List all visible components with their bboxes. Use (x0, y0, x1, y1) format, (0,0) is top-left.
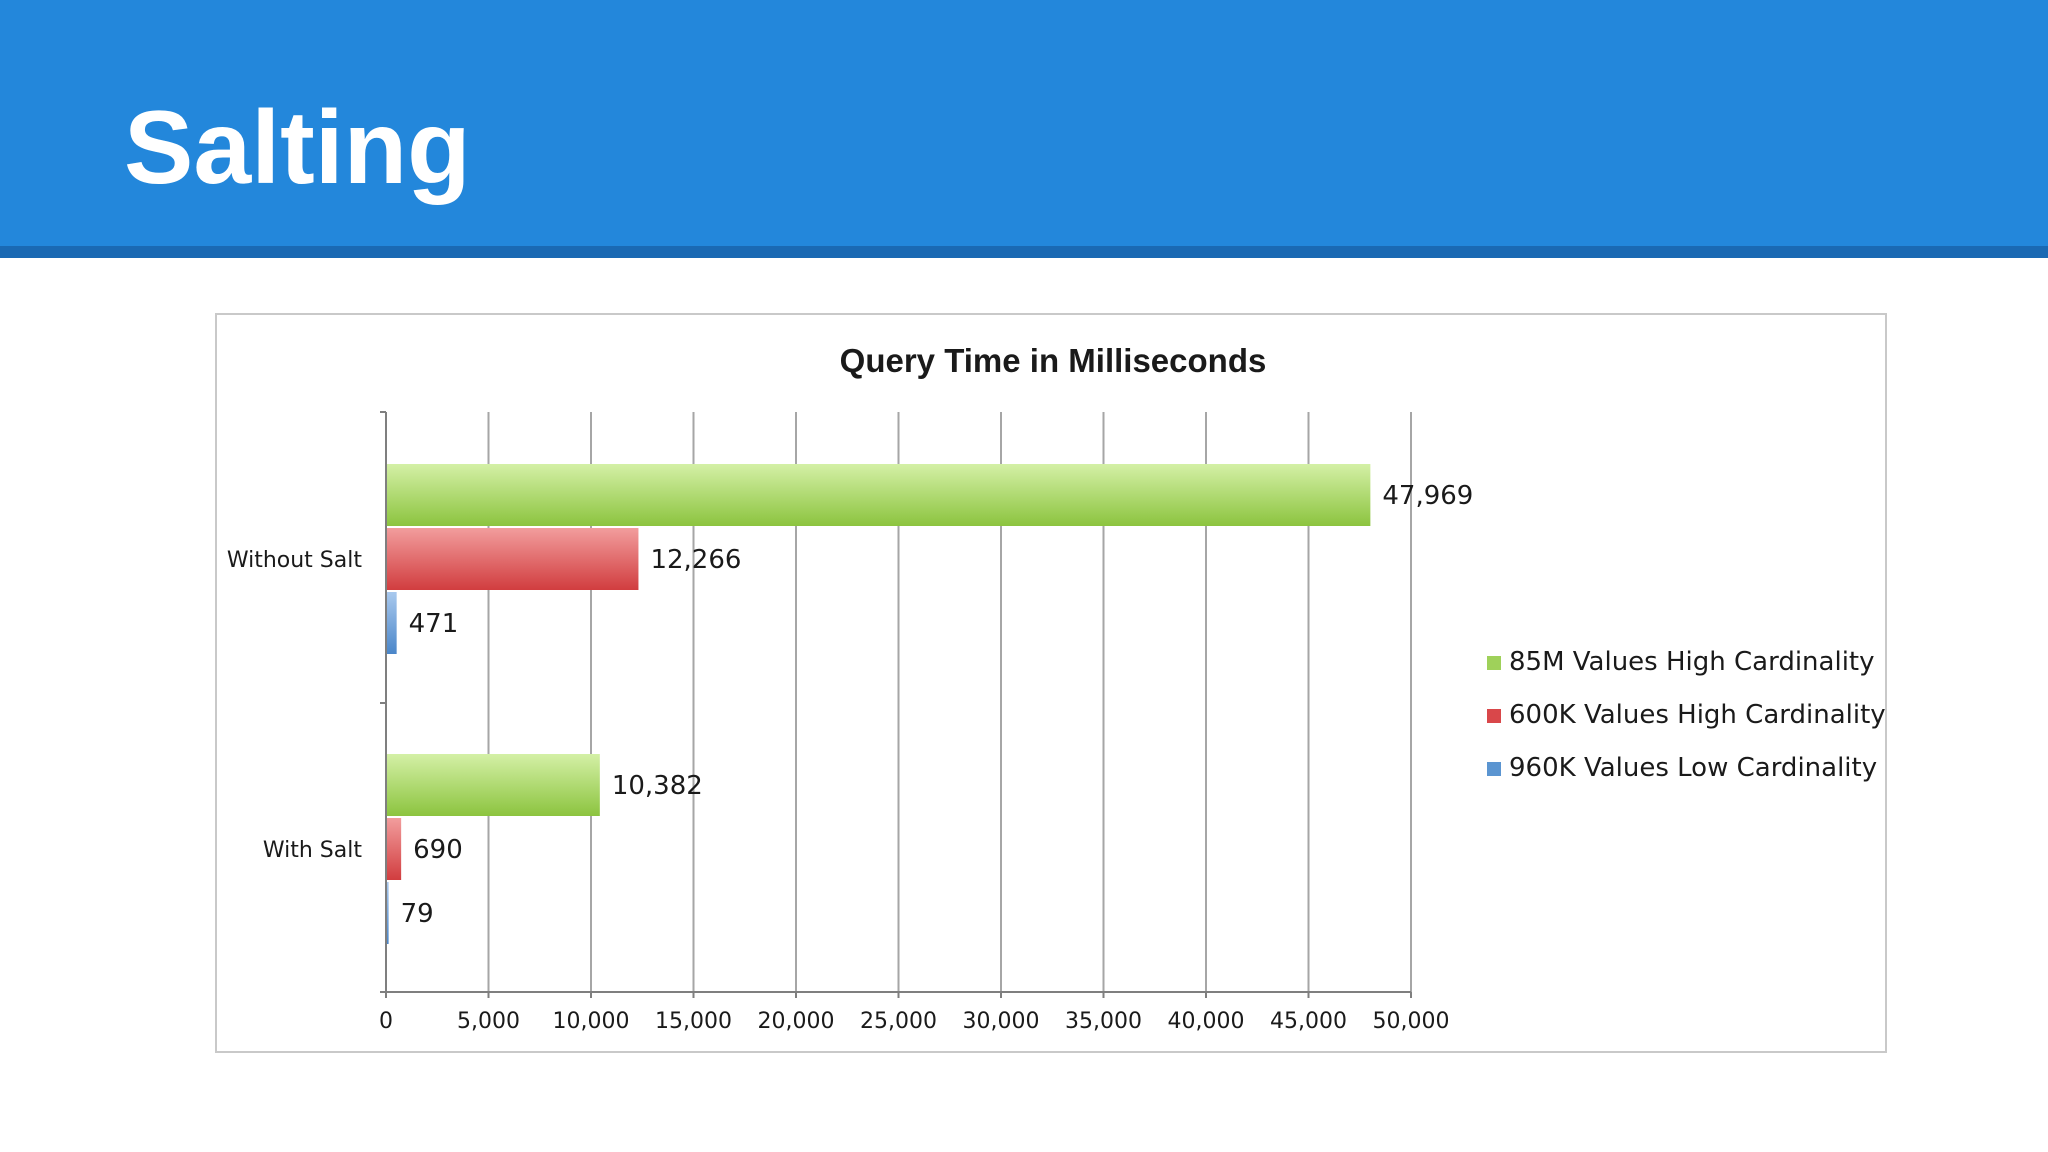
bar (387, 754, 600, 816)
x-tick-label: 0 (379, 1009, 393, 1034)
x-tick-label: 25,000 (860, 1009, 937, 1034)
legend-label: 600K Values High Cardinality (1509, 700, 1885, 730)
bar (387, 592, 397, 654)
legend-swatch (1487, 709, 1501, 723)
x-tick-label: 15,000 (655, 1009, 732, 1034)
data-label: 10,382 (612, 771, 703, 801)
category-label: Without Salt (227, 548, 363, 573)
data-label: 690 (413, 835, 463, 865)
legend-label: 85M Values High Cardinality (1509, 647, 1875, 677)
data-label: 471 (409, 609, 459, 639)
chart-frame: 0 5,000 10,000 15,000 20,000 25,000 30,000 35,0… (215, 313, 1887, 1053)
legend-swatch (1487, 762, 1501, 776)
x-tick-label: 10,000 (553, 1009, 630, 1034)
x-tick-label: 40,000 (1168, 1009, 1245, 1034)
x-tick-label: 20,000 (758, 1009, 835, 1034)
bar (387, 882, 389, 944)
bar (387, 464, 1371, 526)
bar (387, 818, 402, 880)
legend-label: 960K Values Low Cardinality (1509, 753, 1877, 783)
data-label: 79 (401, 899, 434, 929)
chart-title: Query Time in Milliseconds (840, 342, 1267, 379)
slide-title: Salting (124, 90, 471, 206)
data-label: 47,969 (1382, 481, 1473, 511)
x-tick-label: 5,000 (457, 1009, 520, 1034)
x-tick-label: 30,000 (963, 1009, 1040, 1034)
x-tick-label: 50,000 (1373, 1009, 1450, 1034)
bar (387, 528, 639, 590)
slide-header (0, 0, 2048, 246)
bar-chart: 0 5,000 10,000 15,000 20,000 25,000 30,000 35,0… (227, 342, 1885, 1034)
x-tick-label: 45,000 (1270, 1009, 1347, 1034)
data-label: 12,266 (650, 545, 741, 575)
x-tick-label: 35,000 (1065, 1009, 1142, 1034)
legend-swatch (1487, 656, 1501, 670)
category-label: With Salt (263, 838, 363, 863)
header-rule (0, 246, 2048, 258)
